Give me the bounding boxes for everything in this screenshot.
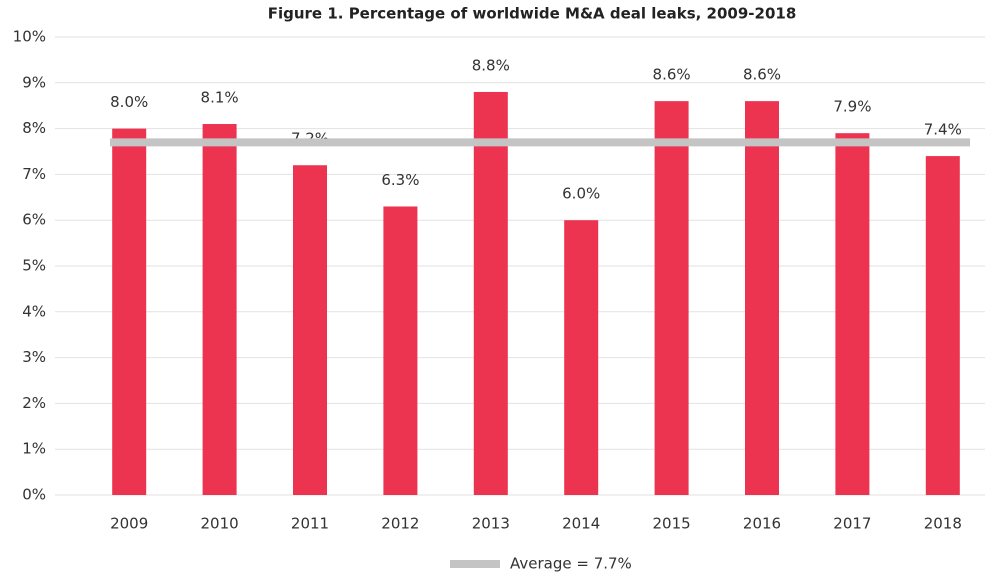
x-tick-label: 2018 [924,515,962,533]
x-tick-label: 2009 [110,515,148,533]
y-tick-label: 1% [22,440,46,458]
value-label: 6.0% [562,185,600,203]
y-tick-label: 10% [13,28,46,46]
y-tick-label: 4% [22,302,46,320]
y-tick-label: 0% [22,486,46,504]
x-tick-label: 2017 [833,515,871,533]
x-tick-label: 2012 [381,515,419,533]
bar [202,124,237,496]
x-tick-label: 2015 [653,515,691,533]
value-label: 8.8% [472,56,510,74]
chart-title: Figure 1. Percentage of worldwide M&A de… [268,5,797,23]
bar [564,220,599,495]
y-tick-label: 3% [22,348,46,366]
value-label: 7.9% [833,98,871,116]
bar [925,156,960,495]
x-tick-label: 2013 [472,515,510,533]
y-tick-label: 5% [22,257,46,275]
value-label: 7.4% [924,121,962,139]
value-label: 8.6% [653,66,691,84]
bar [112,128,147,495]
x-tick-label: 2011 [291,515,329,533]
bar [654,101,689,496]
y-tick-label: 6% [22,211,46,229]
value-label: 8.6% [743,66,781,84]
bar [473,91,508,496]
x-tick-label: 2016 [743,515,781,533]
x-tick-label: 2014 [562,515,600,533]
bar [835,133,870,495]
bar [383,206,418,495]
value-label: 8.0% [110,93,148,111]
legend-label: Average = 7.7% [510,555,632,573]
y-tick-label: 7% [22,165,46,183]
value-label: 6.3% [381,171,419,189]
y-tick-label: 8% [22,119,46,137]
y-tick-label: 9% [22,73,46,91]
x-tick-label: 2010 [201,515,239,533]
bar [745,101,779,496]
bar [293,165,327,496]
value-label: 8.1% [201,89,239,107]
y-tick-label: 2% [22,394,46,412]
